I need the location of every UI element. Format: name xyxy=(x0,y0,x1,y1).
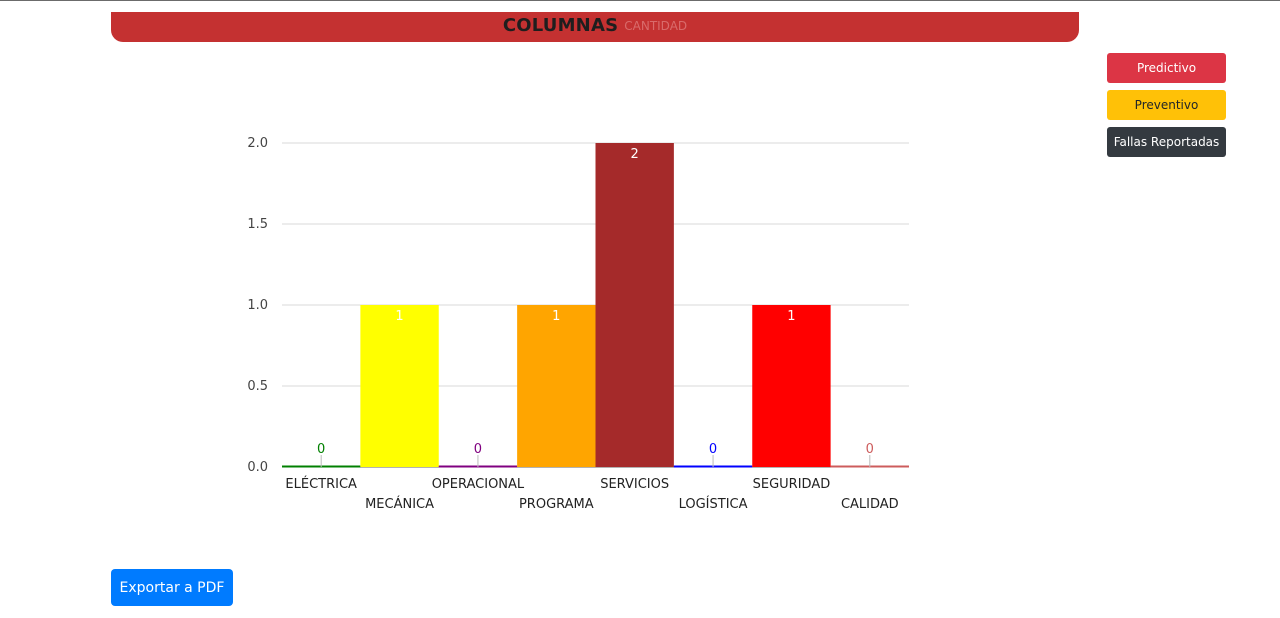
x-tick-label: ELÉCTRICA xyxy=(285,476,357,492)
x-tick-label: OPERACIONAL xyxy=(432,477,525,492)
bar xyxy=(595,143,674,467)
preventivo-button[interactable]: Preventivo xyxy=(1107,90,1226,120)
data-label: 0 xyxy=(474,442,482,457)
y-tick-label: 0.0 xyxy=(247,460,268,475)
data-label: 0 xyxy=(866,442,874,457)
data-label: 0 xyxy=(709,442,717,457)
x-tick-label: LOGÍSTICA xyxy=(679,496,748,512)
y-tick-label: 1.5 xyxy=(247,217,268,232)
bar xyxy=(752,305,831,467)
y-tick-label: 2.0 xyxy=(247,136,268,151)
x-tick-label: PROGRAMA xyxy=(519,497,594,512)
x-tick-label: MECÁNICA xyxy=(365,496,434,512)
bar xyxy=(517,305,596,467)
chart-title: COLUMNAS xyxy=(502,15,619,36)
chart-header-bar: COLUMNAS CANTIDAD xyxy=(111,12,1079,42)
chart-subtitle: CANTIDAD xyxy=(624,19,688,33)
data-label: 1 xyxy=(395,309,403,324)
top-border xyxy=(0,0,1280,1)
data-label: 1 xyxy=(552,309,560,324)
x-tick-label: CALIDAD xyxy=(841,497,899,512)
export-pdf-button[interactable]: Exportar a PDF xyxy=(111,569,233,606)
x-tick-label: SERVICIOS xyxy=(600,477,669,492)
data-label: 0 xyxy=(317,442,325,457)
y-tick-label: 1.0 xyxy=(247,298,268,313)
data-label: 1 xyxy=(787,309,795,324)
data-label: 2 xyxy=(631,147,639,162)
bar xyxy=(360,305,439,467)
y-tick-label: 0.5 xyxy=(247,379,268,394)
predictivo-button[interactable]: Predictivo xyxy=(1107,53,1226,83)
fallas-reportadas-button[interactable]: Fallas Reportadas xyxy=(1107,127,1226,157)
x-tick-label: SEGURIDAD xyxy=(753,477,831,492)
